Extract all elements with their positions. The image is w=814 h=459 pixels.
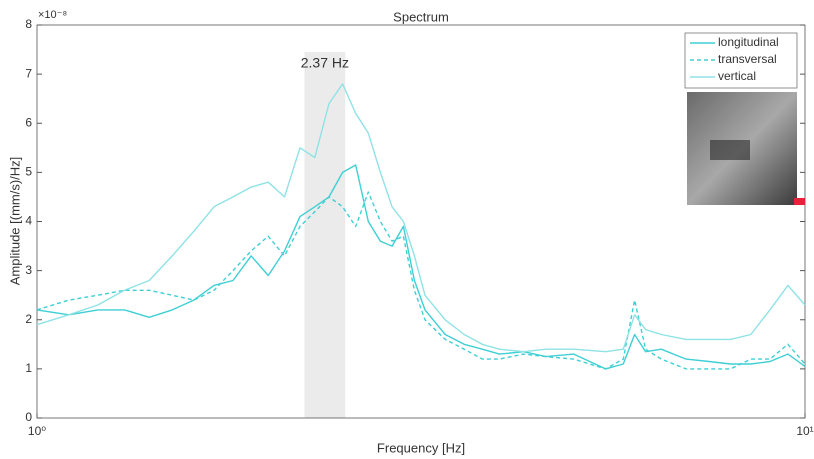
y-multiplier: ×10⁻⁸ (38, 9, 67, 21)
series-line (36, 191, 806, 370)
series-line (36, 164, 806, 370)
legend-label: vertical (718, 69, 756, 83)
marker (794, 198, 805, 205)
legend-label: transversal (718, 52, 777, 66)
y-tick-label: 0 (25, 410, 32, 424)
chart-title: Spectrum (393, 9, 449, 24)
series-line (36, 83, 806, 353)
y-tick-label: 8 (25, 17, 32, 31)
y-tick-label: 6 (25, 115, 32, 129)
x-tick-label: 10¹ (796, 424, 813, 438)
legend-box (684, 32, 798, 89)
y-tick-label: 3 (25, 263, 32, 277)
y-tick-label: 1 (25, 361, 32, 375)
x-tick-label: 10⁰ (28, 424, 46, 438)
highlight-label: 2.37 Hz (301, 55, 349, 71)
legend-label: longitudinal (718, 35, 779, 49)
highlight-band (304, 52, 346, 418)
y-tick-label: 5 (25, 165, 32, 179)
photo-detail (710, 140, 750, 160)
y-axis-label: Amplitude [(mm/s)/Hz] (7, 157, 22, 286)
y-tick-label: 7 (25, 66, 32, 80)
x-axis-label: Frequency [Hz] (377, 440, 465, 455)
y-tick-label: 2 (25, 312, 32, 326)
y-tick-label: 4 (25, 214, 32, 228)
